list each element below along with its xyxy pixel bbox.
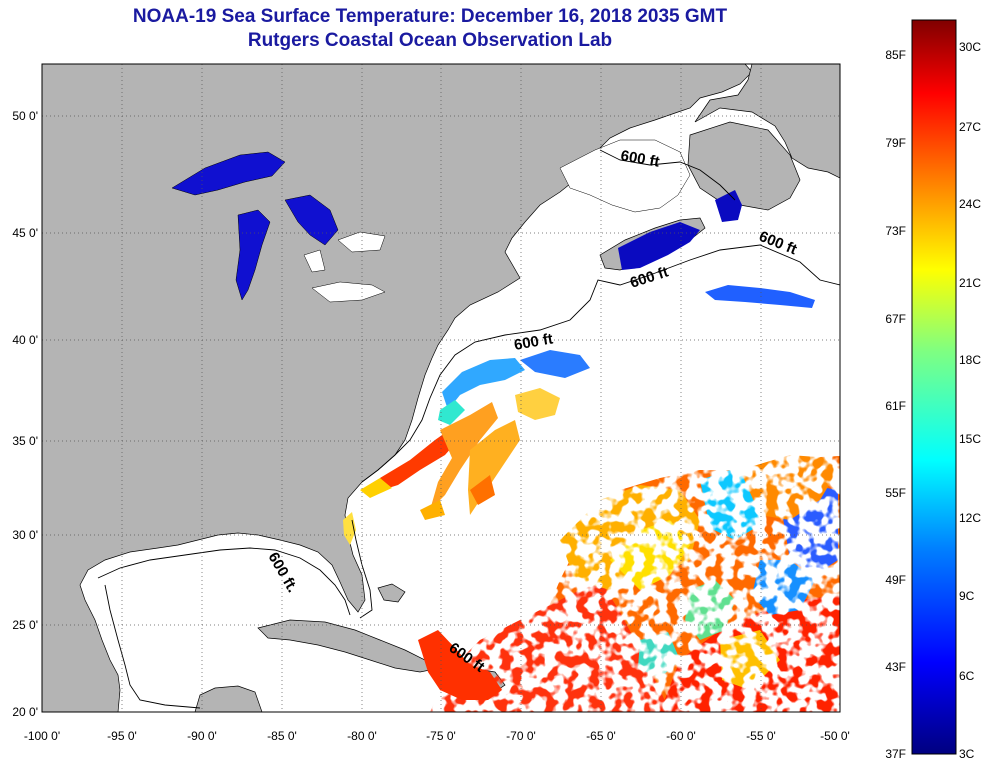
colorbar-c-label: 18C <box>959 353 981 367</box>
colorbar-c-label: 3C <box>959 747 975 761</box>
colorbar-f-label: 79F <box>885 136 906 150</box>
yucatan-land <box>194 685 263 712</box>
contour-label: 600 ft <box>619 147 661 171</box>
map-subtitle: Rutgers Coastal Ocean Observation Lab <box>247 30 613 51</box>
colorbar-f-label: 49F <box>885 573 906 587</box>
shelf-cold-water <box>618 222 700 270</box>
colorbar-c-label: 6C <box>959 669 975 683</box>
florida-strait-water <box>418 630 502 700</box>
colorbar-c-label: 12C <box>959 511 981 525</box>
lat-tick-label: 40 0' <box>12 333 38 347</box>
lat-tick-label: 30 0' <box>12 528 38 542</box>
newfoundland-island <box>687 121 801 211</box>
colorbar-f-label: 43F <box>885 660 906 674</box>
lat-tick-label: 50 0' <box>12 109 38 123</box>
lat-tick-label: 20 0' <box>12 705 38 719</box>
lon-tick-label: -75 0' <box>426 729 456 743</box>
lon-tick-label: -65 0' <box>586 729 616 743</box>
lon-tick-label: -80 0' <box>347 729 377 743</box>
colorbar-c-label: 21C <box>959 276 981 290</box>
colorbar-f-label: 55F <box>885 486 906 500</box>
shelf-cold-water-east <box>715 190 742 222</box>
colorbar-f-label: 61F <box>885 399 906 413</box>
colorbar-f-label: 73F <box>885 224 906 238</box>
gulf-st-lawrence-water <box>559 139 691 213</box>
colorbar-c-label: 27C <box>959 120 981 134</box>
map-title: NOAA-19 Sea Surface Temperature: Decembe… <box>132 6 728 27</box>
lat-tick-label: 25 0' <box>12 618 38 632</box>
lon-tick-label: -70 0' <box>506 729 536 743</box>
colorbar-c-label: 9C <box>959 589 975 603</box>
colorbar-f-label: 85F <box>885 48 906 62</box>
lon-tick-label: -100 0' <box>24 729 60 743</box>
depth-contours <box>97 149 840 709</box>
contour-label: 600 ft <box>513 330 555 354</box>
grand-banks-water <box>705 285 815 308</box>
lon-tick-label: -50 0' <box>820 729 850 743</box>
lon-tick-label: -85 0' <box>267 729 297 743</box>
gulf-stream <box>343 350 590 545</box>
lon-tick-label: -90 0' <box>187 729 217 743</box>
colorbar-c-label: 15C <box>959 432 981 446</box>
colorbar-f-label: 37F <box>885 747 906 761</box>
map-frame <box>41 63 841 713</box>
great-lakes <box>171 151 386 303</box>
newfoundland-land <box>694 64 840 179</box>
lon-tick-label: -55 0' <box>746 729 776 743</box>
colorbar <box>911 19 957 755</box>
colorbar-c-label: 24C <box>959 197 981 211</box>
lon-tick-label: -95 0' <box>107 729 137 743</box>
colorbar-f-label: 67F <box>885 312 906 326</box>
colorbar-c-label: 30C <box>959 40 981 54</box>
graticule <box>42 64 840 712</box>
lat-tick-label: 35 0' <box>12 434 38 448</box>
lat-tick-label: 45 0' <box>12 226 38 240</box>
lon-tick-label: -60 0' <box>666 729 696 743</box>
bahamas-land <box>377 583 406 603</box>
